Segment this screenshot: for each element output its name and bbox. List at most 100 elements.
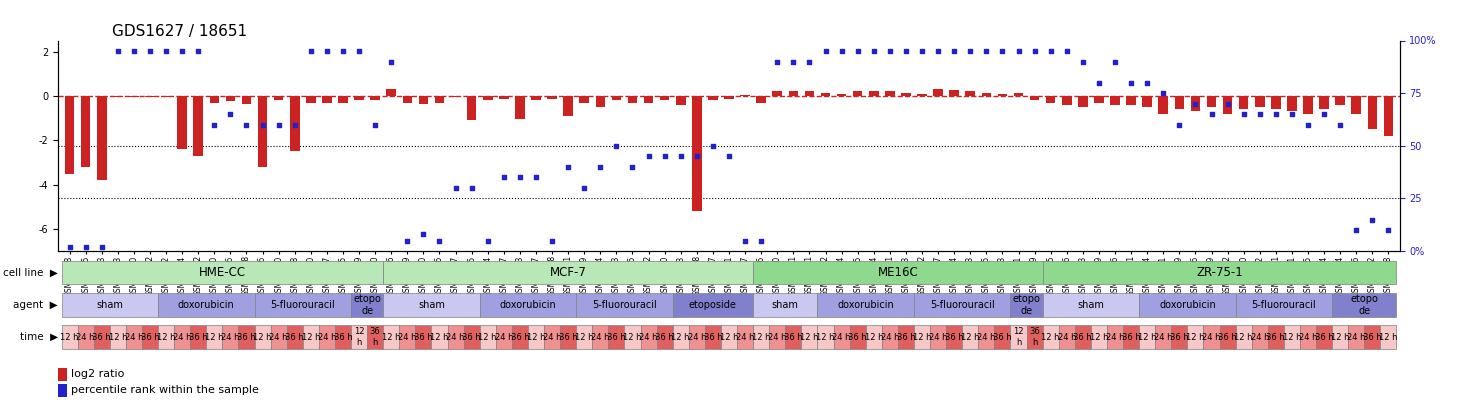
Point [814,48,837,54]
Text: 24 h: 24 h [1057,333,1076,342]
Bar [547,96,557,99]
FancyBboxPatch shape [1155,325,1171,349]
Text: 24 h: 24 h [768,333,786,342]
Text: 12 h: 12 h [157,333,175,342]
FancyBboxPatch shape [1171,325,1187,349]
Text: 5-fluorouracil: 5-fluorouracil [270,300,335,310]
Point [846,48,869,54]
Text: 24 h: 24 h [881,333,900,342]
Bar [1126,96,1136,105]
FancyBboxPatch shape [319,325,335,349]
Bar [370,96,381,100]
Text: 24 h: 24 h [1251,333,1268,342]
FancyBboxPatch shape [109,325,125,349]
Point [1120,79,1143,86]
FancyBboxPatch shape [818,325,834,349]
Text: 5-fluorouracil: 5-fluorouracil [1251,300,1317,310]
FancyBboxPatch shape [351,293,383,317]
Text: ME16C: ME16C [878,266,919,279]
FancyBboxPatch shape [1381,325,1397,349]
Bar [1159,96,1168,114]
Bar [997,94,1007,96]
Bar [1303,96,1312,114]
Text: cell line  ▶: cell line ▶ [3,267,58,277]
Text: 36 h: 36 h [1315,333,1334,342]
Text: etopo
de: etopo de [1013,294,1041,315]
Bar [773,92,781,96]
FancyBboxPatch shape [802,325,818,349]
FancyBboxPatch shape [93,325,109,349]
Bar [1094,96,1104,102]
Bar [434,96,445,102]
Text: 12 h: 12 h [302,333,321,342]
Text: 36 h: 36 h [849,333,868,342]
FancyBboxPatch shape [850,325,866,349]
Text: sham: sham [96,300,124,310]
Bar [611,96,621,100]
Point [878,48,901,54]
Text: 12 h: 12 h [478,333,497,342]
FancyBboxPatch shape [271,325,287,349]
Bar [1384,96,1394,136]
Point [267,122,290,128]
Bar [1175,96,1184,109]
FancyBboxPatch shape [287,325,303,349]
Point [187,48,210,54]
Bar [418,96,429,104]
Bar [933,89,943,96]
Point [74,244,98,250]
Text: 24 h: 24 h [977,333,996,342]
Text: 36 h: 36 h [558,333,577,342]
FancyBboxPatch shape [786,325,802,349]
Bar [595,96,605,107]
Text: 36 h: 36 h [334,333,353,342]
FancyBboxPatch shape [1349,325,1365,349]
FancyBboxPatch shape [1333,293,1397,317]
FancyBboxPatch shape [1333,325,1349,349]
FancyBboxPatch shape [914,293,1010,317]
Text: MCF-7: MCF-7 [550,266,586,279]
Text: 36 h: 36 h [140,333,159,342]
Text: 24 h: 24 h [1299,333,1317,342]
FancyBboxPatch shape [1284,325,1301,349]
Point [1040,48,1063,54]
Text: 36 h: 36 h [1073,333,1092,342]
Point [1024,48,1047,54]
FancyBboxPatch shape [1075,325,1091,349]
Text: etopo
de: etopo de [353,294,381,315]
Point [1088,79,1111,86]
Text: time  ▶: time ▶ [20,332,58,342]
FancyBboxPatch shape [754,325,770,349]
Text: sham: sham [1077,300,1104,310]
Text: 36 h: 36 h [510,333,529,342]
Bar [483,96,493,100]
Text: 12 h: 12 h [108,333,127,342]
Text: 12 h: 12 h [816,333,835,342]
Text: 12 h: 12 h [60,333,79,342]
Text: 12 h: 12 h [1235,333,1252,342]
Point [910,48,933,54]
Point [765,58,789,65]
Text: 12 h: 12 h [254,333,271,342]
Text: 36 h: 36 h [1169,333,1188,342]
FancyBboxPatch shape [141,325,157,349]
FancyBboxPatch shape [416,325,432,349]
Point [1232,111,1255,117]
Point [942,48,965,54]
FancyBboxPatch shape [914,325,930,349]
Bar [1319,96,1328,109]
Bar [1207,96,1216,107]
Text: 36 h: 36 h [238,333,255,342]
FancyBboxPatch shape [351,325,367,349]
Point [637,153,660,160]
Text: 24 h: 24 h [688,333,706,342]
Bar [1271,96,1280,109]
FancyBboxPatch shape [560,325,576,349]
FancyBboxPatch shape [930,325,946,349]
Point [443,185,467,191]
Point [798,58,821,65]
FancyBboxPatch shape [1268,325,1284,349]
Bar [306,96,315,102]
Text: 12
h: 12 h [354,328,364,347]
Text: sham: sham [771,300,799,310]
